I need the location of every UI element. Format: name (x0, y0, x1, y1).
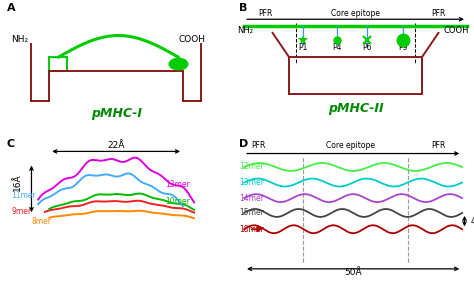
Text: D: D (239, 139, 249, 149)
Text: 12mer: 12mer (239, 162, 264, 171)
Text: 13mer: 13mer (165, 180, 190, 189)
Text: pMHC-II: pMHC-II (328, 102, 383, 115)
Text: NH₂: NH₂ (11, 35, 28, 44)
Text: 18mer: 18mer (239, 225, 264, 234)
Text: Core epitope: Core epitope (331, 9, 380, 18)
Text: 9mer: 9mer (11, 207, 32, 216)
Text: PFR: PFR (251, 141, 265, 150)
Text: COOH: COOH (443, 26, 469, 35)
Text: C: C (7, 139, 15, 149)
Text: B: B (239, 3, 248, 13)
Text: NH₂: NH₂ (237, 26, 253, 35)
Text: P6: P6 (363, 44, 372, 52)
Text: 8mer: 8mer (31, 216, 52, 226)
Text: COOH: COOH (179, 35, 206, 44)
Text: PFR: PFR (431, 9, 446, 18)
Text: P9: P9 (398, 44, 408, 52)
Text: PFR: PFR (431, 141, 446, 150)
Text: 22Å: 22Å (108, 141, 125, 150)
Text: 14mer: 14mer (239, 194, 264, 203)
Text: P4: P4 (332, 44, 341, 52)
Text: 10mer: 10mer (165, 197, 190, 206)
Text: pMHC-I: pMHC-I (91, 107, 142, 120)
Text: 11mer: 11mer (11, 191, 36, 200)
Text: 15mer: 15mer (239, 209, 264, 217)
Text: Core epitope: Core epitope (326, 141, 375, 150)
Text: 4Å: 4Å (470, 216, 474, 226)
Circle shape (169, 58, 188, 70)
Text: PFR: PFR (258, 9, 273, 18)
Text: A: A (7, 3, 16, 13)
Text: 13mer: 13mer (239, 178, 264, 187)
Text: P1: P1 (299, 44, 308, 52)
Text: 16Å: 16Å (12, 173, 21, 191)
Text: 50Å: 50Å (344, 267, 362, 276)
